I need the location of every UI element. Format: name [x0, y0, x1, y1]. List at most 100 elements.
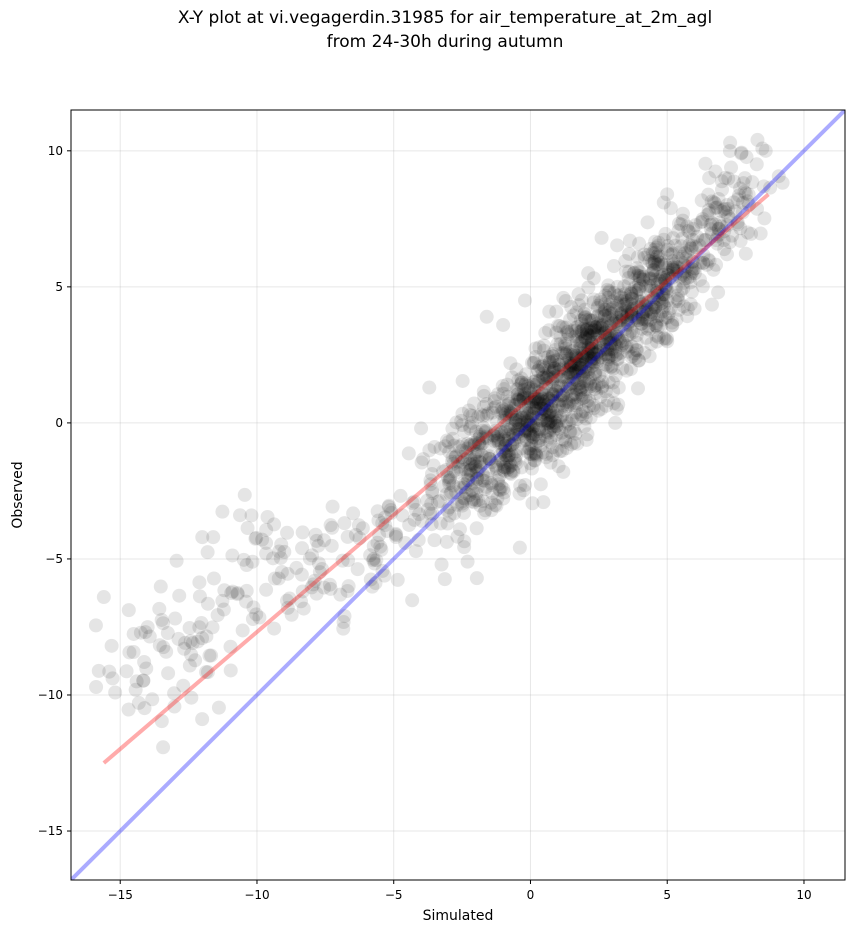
data-point — [571, 357, 586, 372]
data-point — [543, 391, 558, 406]
data-point — [549, 384, 564, 399]
data-point — [563, 360, 578, 375]
data-point — [427, 533, 442, 548]
data-point — [632, 265, 647, 280]
data-point — [498, 424, 513, 439]
data-point — [601, 310, 616, 325]
data-point — [569, 387, 584, 402]
data-point — [544, 399, 559, 414]
data-point — [615, 310, 630, 325]
data-point — [584, 341, 599, 356]
data-point — [624, 291, 639, 306]
data-point — [578, 330, 593, 345]
data-point — [672, 245, 687, 260]
data-point — [705, 216, 720, 231]
data-point — [610, 238, 625, 253]
data-point — [578, 310, 593, 325]
data-point — [542, 423, 557, 438]
data-point — [309, 533, 324, 548]
data-point — [730, 215, 745, 230]
data-point — [717, 224, 732, 239]
data-point — [506, 426, 521, 441]
data-point — [271, 571, 286, 586]
data-point — [537, 397, 552, 412]
data-point — [559, 395, 574, 410]
data-point — [539, 424, 554, 439]
data-point — [590, 316, 605, 331]
data-point — [311, 538, 326, 553]
data-point — [540, 416, 555, 431]
data-point — [574, 361, 589, 376]
data-point — [495, 454, 510, 469]
data-point — [645, 305, 660, 320]
data-point — [425, 486, 440, 501]
data-point — [531, 421, 546, 436]
data-point — [503, 466, 518, 481]
data-point — [644, 300, 659, 315]
data-point — [684, 261, 699, 276]
data-point — [482, 451, 497, 466]
data-point — [542, 393, 557, 408]
data-point — [489, 498, 504, 513]
data-point — [393, 488, 408, 503]
data-point — [771, 169, 786, 184]
data-point — [634, 294, 649, 309]
data-point — [632, 304, 647, 319]
data-point — [484, 478, 499, 493]
data-point — [455, 450, 470, 465]
data-point — [629, 342, 644, 357]
data-point — [561, 394, 576, 409]
data-point — [460, 436, 475, 451]
data-point — [449, 449, 464, 464]
data-point — [471, 409, 486, 424]
data-point — [581, 266, 596, 281]
data-point — [654, 277, 669, 292]
data-point — [563, 356, 578, 371]
data-point — [442, 508, 457, 523]
data-point — [594, 230, 609, 245]
data-point — [647, 292, 662, 307]
data-point — [471, 463, 486, 478]
data-point — [426, 458, 441, 473]
data-point — [522, 441, 537, 456]
data-point — [626, 266, 641, 281]
data-point — [539, 368, 554, 383]
data-point — [620, 299, 635, 314]
data-point — [623, 286, 638, 301]
data-point — [545, 365, 560, 380]
data-point — [210, 608, 225, 623]
data-point — [128, 682, 143, 697]
data-point — [665, 246, 680, 261]
data-point — [635, 308, 650, 323]
data-point — [566, 343, 581, 358]
data-point — [592, 368, 607, 383]
data-point — [463, 462, 478, 477]
data-point — [371, 513, 386, 528]
data-point — [469, 486, 484, 501]
data-point — [380, 524, 395, 539]
data-point — [497, 485, 512, 500]
data-point — [637, 247, 652, 262]
data-point — [578, 364, 593, 379]
data-point — [624, 286, 639, 301]
data-point — [452, 522, 467, 537]
data-point — [510, 392, 525, 407]
data-point — [671, 288, 686, 303]
data-point — [593, 336, 608, 351]
data-point — [670, 264, 685, 279]
data-point — [340, 529, 355, 544]
data-point — [463, 408, 478, 423]
data-point — [722, 143, 737, 158]
data-point — [645, 246, 660, 261]
x-axis-label: Simulated — [423, 908, 494, 924]
data-point — [621, 271, 636, 286]
data-point — [508, 407, 523, 422]
data-point — [498, 408, 513, 423]
data-point — [549, 409, 564, 424]
data-point — [624, 309, 639, 324]
data-point — [601, 278, 616, 293]
y-tick-label: 5 — [55, 280, 63, 294]
data-point — [632, 270, 647, 285]
data-point — [573, 407, 588, 422]
data-point — [497, 424, 512, 439]
